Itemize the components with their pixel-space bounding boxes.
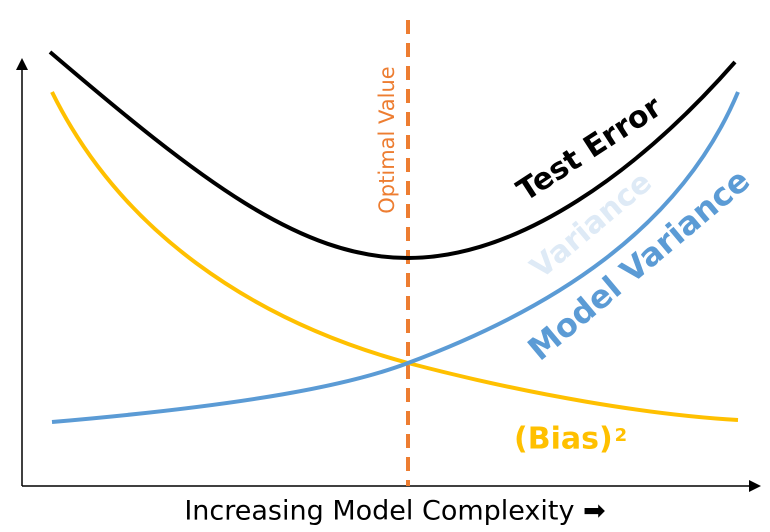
- bias-label: (Bias): [514, 422, 613, 457]
- test-error-curve: [48, 50, 737, 261]
- optimal-label: Optimal Value: [375, 66, 399, 213]
- variance-curve: [51, 91, 740, 424]
- bias-exponent: 2: [615, 425, 628, 446]
- bias-curve: [50, 91, 739, 422]
- x-axis-label: Increasing Model Complexity ➡: [184, 496, 605, 527]
